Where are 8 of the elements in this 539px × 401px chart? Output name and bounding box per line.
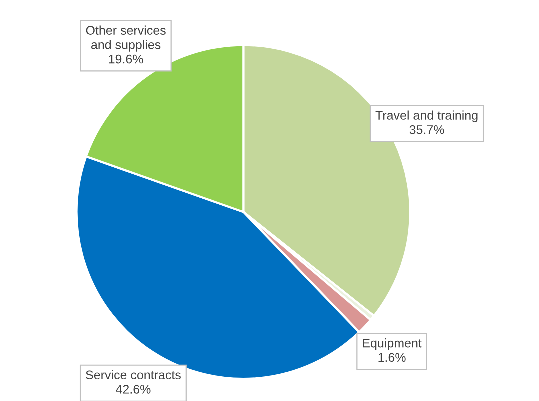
slice-label: Travel and training — [376, 110, 478, 122]
data-label: 42.6% — [116, 385, 151, 394]
slice-label: Equipment — [363, 338, 422, 350]
slice-label: Other services and supplies — [86, 26, 166, 52]
data-label: 19.6% — [109, 54, 144, 64]
slice-label: Service contracts — [86, 370, 181, 380]
data-label: 1.6% — [378, 353, 406, 362]
data-label: 35.7% — [410, 125, 444, 134]
